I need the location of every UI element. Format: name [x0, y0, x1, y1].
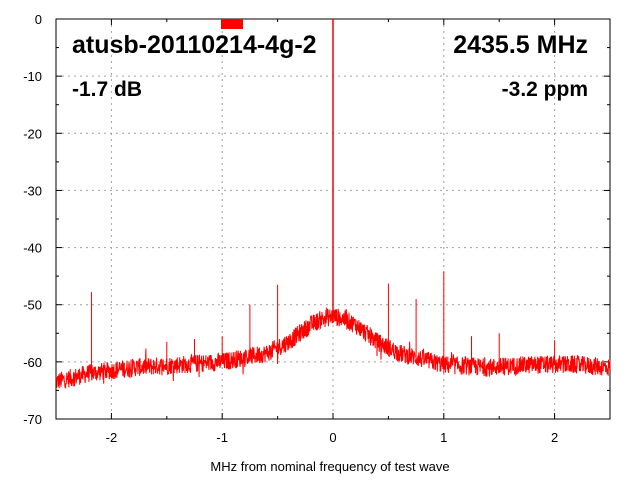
spectrum-series [55, 19, 611, 389]
offset-label: -3.2 ppm [502, 78, 588, 101]
y-tick-label: -10 [23, 69, 42, 84]
y-tick-label: -20 [23, 126, 42, 141]
noise-floor-trace [55, 308, 611, 389]
y-tick-label: -30 [23, 183, 42, 198]
y-tick-label: -40 [23, 241, 42, 256]
y-tick-label: 0 [35, 12, 42, 27]
x-tick-label: 2 [551, 430, 558, 445]
x-tick-label: -2 [106, 430, 118, 445]
y-axis: 0 -10 -20 -30 -40 -50 -60 -70 [23, 12, 610, 427]
x-tick-label: 0 [329, 430, 336, 445]
frequency-label: 2435.5 MHz [453, 31, 588, 59]
x-axis-title: MHz from nominal frequency of test wave [210, 459, 449, 474]
x-tick-label: 1 [440, 430, 447, 445]
y-tick-label: -50 [23, 298, 42, 313]
y-tick-label: -60 [23, 355, 42, 370]
device-label: atusb-20110214-4g-2 [72, 31, 317, 59]
x-axis: -2 -1 0 1 2 [55, 19, 611, 445]
marker-flag [221, 19, 243, 29]
level-label: -1.7 dB [72, 78, 142, 101]
x-tick-label: -1 [216, 430, 228, 445]
y-tick-label: -70 [23, 412, 42, 427]
